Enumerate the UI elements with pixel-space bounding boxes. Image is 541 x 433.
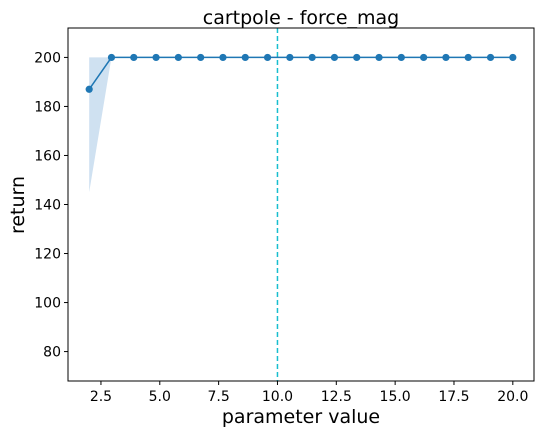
x-tick-label: 2.5 — [90, 389, 112, 405]
y-tick-label: 160 — [34, 148, 61, 164]
plot-frame — [67, 27, 535, 382]
data-point — [420, 53, 428, 62]
data-point — [353, 53, 361, 62]
y-tick-label: 140 — [34, 198, 61, 214]
data-point — [241, 53, 249, 62]
confidence-band — [89, 57, 513, 193]
x-tick-label: 10.0 — [262, 389, 293, 405]
data-point — [486, 53, 495, 62]
y-tick-label: 180 — [34, 99, 61, 115]
data-point — [330, 53, 339, 62]
y-tick-layer: 80 100 120 140 160 180 200 — [34, 50, 68, 361]
x-tick-label: 7.5 — [207, 389, 229, 405]
data-point — [107, 53, 116, 62]
data-point — [130, 53, 138, 62]
data-point — [219, 53, 227, 62]
data-point — [174, 53, 182, 62]
x-tick-label: 20.0 — [497, 389, 528, 405]
y-tick-label: 120 — [34, 247, 61, 263]
data-point — [152, 53, 160, 62]
y-tick-label: 80 — [43, 345, 61, 361]
x-tick-label: 17.5 — [438, 389, 469, 405]
data-point — [442, 53, 450, 62]
x-tick-layer: 2.5 5.0 7.5 10.0 12.5 15.0 17.5 20.0 — [90, 381, 528, 405]
x-tick-label: 5.0 — [149, 389, 171, 405]
data-point — [286, 53, 294, 62]
data-point — [375, 53, 383, 62]
y-axis-label: return — [7, 176, 29, 234]
y-tick-label: 100 — [34, 296, 61, 312]
y-tick-label: 200 — [34, 50, 61, 66]
data-point — [197, 53, 205, 62]
x-tick-label: 12.5 — [321, 389, 352, 405]
data-point — [464, 53, 472, 62]
x-axis-label: parameter value — [222, 406, 380, 428]
series-line — [88, 56, 513, 90]
data-point — [308, 53, 316, 62]
data-point — [263, 53, 272, 62]
data-point — [397, 53, 405, 62]
data-point — [85, 85, 93, 93]
series-layer — [85, 53, 517, 93]
data-point — [509, 53, 517, 62]
chart-title: cartpole - force_mag — [203, 7, 400, 29]
confidence-band-layer — [89, 57, 513, 193]
x-tick-label: 15.0 — [380, 389, 411, 405]
